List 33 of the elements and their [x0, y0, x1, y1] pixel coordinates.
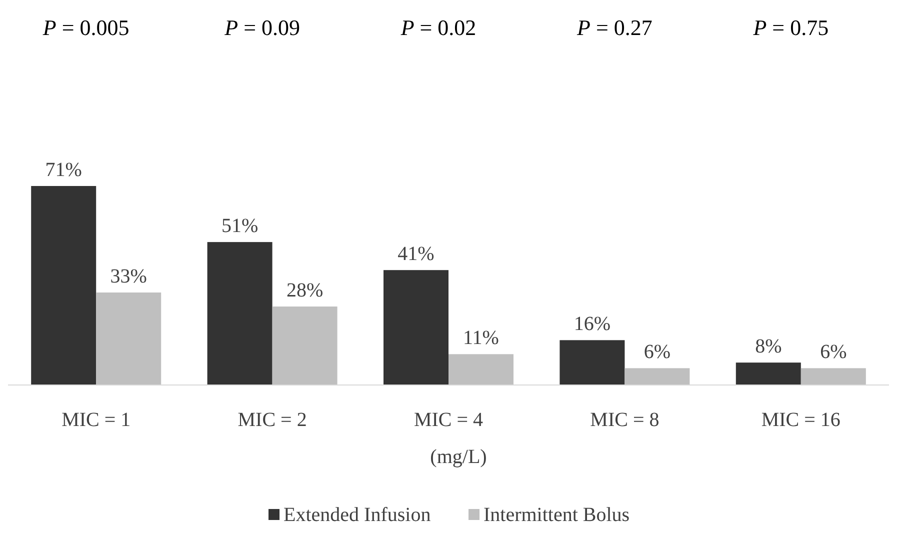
data-label: 71% [45, 159, 82, 181]
x-tick-label: MIC = 8 [590, 409, 660, 431]
x-axis-title: (mg/L) [430, 446, 487, 468]
text: P = 0.75 [752, 15, 829, 40]
bar [384, 270, 448, 385]
data-label: 33% [110, 266, 147, 288]
data-label: 6% [820, 341, 847, 364]
data-label: 28% [286, 280, 324, 302]
bar [800, 368, 866, 385]
data-label: 51% [221, 215, 258, 238]
bar [207, 242, 272, 385]
bar [272, 306, 338, 385]
text: P = 0.005 [42, 15, 130, 40]
text: P = 0.27 [576, 15, 652, 40]
x-tick-label: MIC = 16 [761, 409, 840, 431]
data-label: 6% [644, 341, 671, 364]
legend-label: Intermittent Bolus [484, 504, 630, 526]
x-tick-label: MIC = 4 [414, 409, 484, 431]
bar [560, 340, 625, 385]
x-tick-label: MIC = 1 [62, 409, 131, 431]
bar [31, 186, 96, 385]
data-label: 16% [574, 313, 611, 336]
text: P = 0.09 [224, 15, 300, 40]
bar [624, 368, 690, 385]
data-label: 8% [755, 336, 782, 358]
text: P = 0.02 [400, 15, 476, 40]
data-label: 41% [398, 243, 434, 266]
data-label: 11% [463, 327, 499, 350]
bar [448, 354, 514, 385]
bar [736, 362, 801, 385]
legend-label: Extended Infusion [284, 504, 431, 526]
bar [96, 292, 162, 385]
x-tick-label: MIC = 2 [238, 409, 307, 431]
